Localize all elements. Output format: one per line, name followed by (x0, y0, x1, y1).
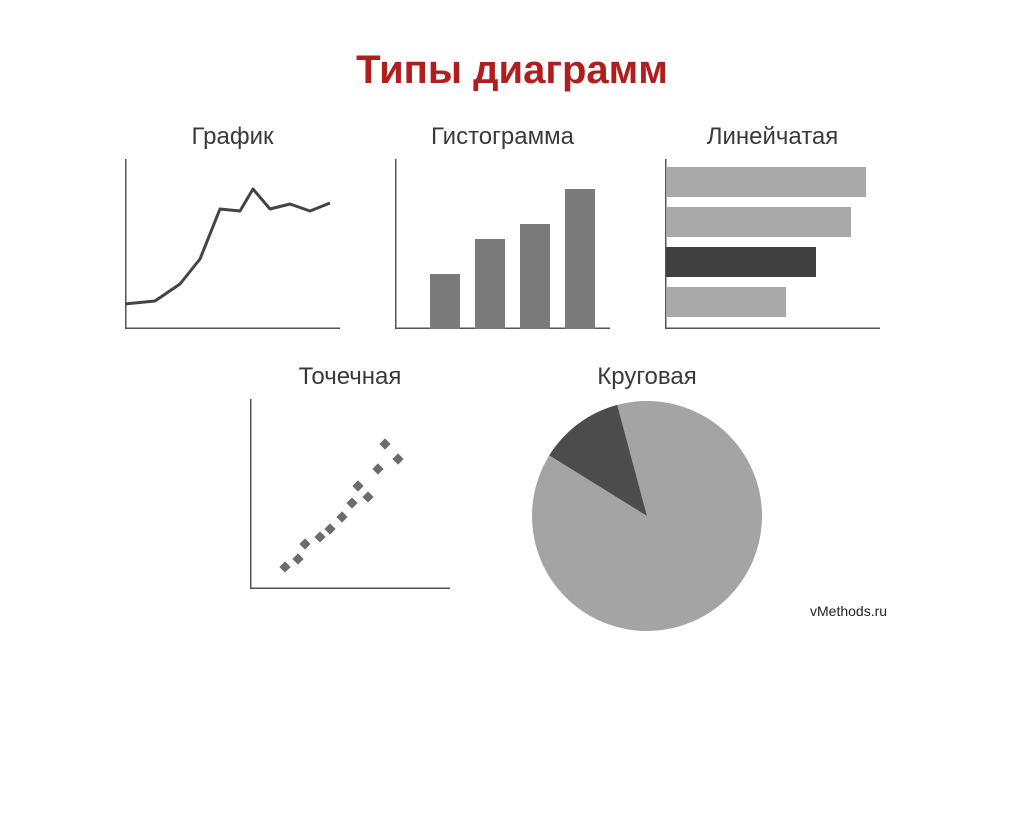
label-hbar: Линейчатая (665, 123, 880, 151)
label-scatter: Точечная (250, 363, 450, 391)
hbar-chart (665, 159, 880, 329)
line-chart (125, 159, 340, 329)
label-histogram: Гистограмма (395, 123, 610, 151)
panel-pie: Круговая (530, 363, 764, 633)
scatter-chart (250, 399, 450, 589)
attribution: vMethods.ru (810, 603, 887, 619)
histogram-chart (395, 159, 610, 329)
panel-scatter: Точечная (250, 363, 450, 589)
panel-histogram: Гистограмма (395, 123, 610, 329)
pie-chart (530, 399, 764, 633)
page-title: Типы диаграмм (0, 48, 1024, 93)
panel-line-chart: График (125, 123, 340, 329)
panel-hbar: Линейчатая (665, 123, 880, 329)
label-pie: Круговая (530, 363, 764, 391)
label-line-chart: График (125, 123, 340, 151)
